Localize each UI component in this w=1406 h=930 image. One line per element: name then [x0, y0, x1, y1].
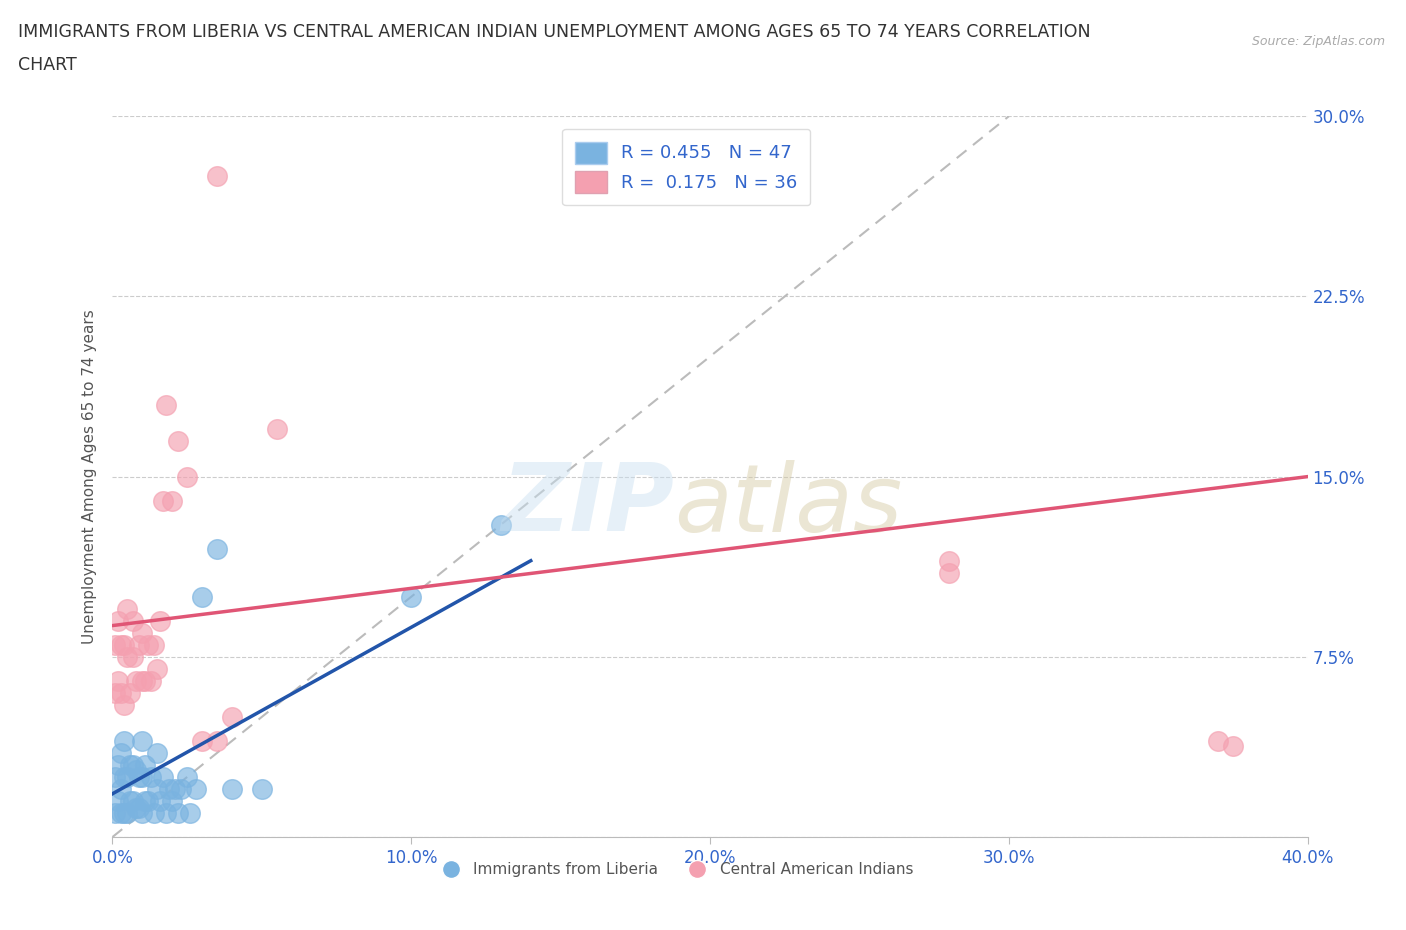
Point	[110, 685, 132, 700]
Point	[117, 602, 139, 617]
Point	[131, 769, 153, 784]
Point	[146, 746, 169, 761]
Point	[114, 637, 135, 652]
Point	[141, 769, 163, 784]
Point	[401, 590, 423, 604]
Point	[122, 757, 145, 772]
Point	[162, 493, 183, 508]
Point	[104, 637, 127, 652]
Point	[167, 433, 190, 448]
Point	[131, 673, 153, 688]
Point	[186, 781, 208, 796]
Point	[122, 614, 145, 629]
Point	[114, 805, 135, 820]
Point	[250, 781, 273, 796]
Point	[125, 801, 148, 816]
Point	[162, 793, 183, 808]
Point	[149, 793, 172, 808]
Point	[110, 805, 132, 820]
Point	[138, 637, 160, 652]
Point	[131, 734, 153, 749]
Point	[110, 781, 132, 796]
Point	[110, 746, 132, 761]
Point	[104, 805, 127, 820]
Point	[117, 805, 139, 820]
Point	[117, 769, 139, 784]
Point	[205, 734, 228, 749]
Text: atlas: atlas	[675, 460, 903, 551]
Point	[131, 805, 153, 820]
Text: IMMIGRANTS FROM LIBERIA VS CENTRAL AMERICAN INDIAN UNEMPLOYMENT AMONG AGES 65 TO: IMMIGRANTS FROM LIBERIA VS CENTRAL AMERI…	[18, 23, 1091, 41]
Point	[122, 649, 145, 664]
Point	[143, 805, 166, 820]
Point	[125, 763, 148, 777]
Point	[128, 769, 150, 784]
Point	[266, 421, 288, 436]
Point	[176, 469, 198, 484]
Point	[120, 757, 142, 772]
Point	[120, 793, 142, 808]
Point	[152, 769, 174, 784]
Point	[489, 517, 512, 532]
Point	[176, 769, 198, 784]
Point	[107, 757, 129, 772]
Point	[191, 590, 214, 604]
Point	[107, 793, 129, 808]
Point	[134, 793, 156, 808]
Point	[125, 673, 148, 688]
Point	[155, 805, 177, 820]
Point	[114, 734, 135, 749]
Point	[157, 781, 180, 796]
Point	[152, 493, 174, 508]
Point	[107, 673, 129, 688]
Point	[128, 801, 150, 816]
Point	[146, 661, 169, 676]
Point	[110, 637, 132, 652]
Text: CHART: CHART	[18, 56, 77, 73]
Text: Source: ZipAtlas.com: Source: ZipAtlas.com	[1251, 35, 1385, 48]
Point	[114, 698, 135, 712]
Point	[104, 769, 127, 784]
Point	[167, 805, 190, 820]
Point	[134, 673, 156, 688]
Point	[1206, 734, 1229, 749]
Point	[114, 769, 135, 784]
Point	[221, 781, 243, 796]
Point	[131, 625, 153, 640]
Point	[205, 541, 228, 556]
Point	[128, 637, 150, 652]
Point	[165, 781, 187, 796]
Point	[143, 637, 166, 652]
Text: ZIP: ZIP	[502, 459, 675, 551]
Point	[191, 734, 214, 749]
Point	[149, 614, 172, 629]
Point	[117, 649, 139, 664]
Point	[141, 673, 163, 688]
Legend: Immigrants from Liberia, Central American Indians: Immigrants from Liberia, Central America…	[429, 857, 920, 884]
Point	[155, 397, 177, 412]
Point	[120, 685, 142, 700]
Point	[170, 781, 193, 796]
Point	[205, 169, 228, 184]
Point	[138, 793, 160, 808]
Point	[179, 805, 201, 820]
Point	[1222, 738, 1244, 753]
Y-axis label: Unemployment Among Ages 65 to 74 years: Unemployment Among Ages 65 to 74 years	[82, 310, 97, 644]
Point	[146, 781, 169, 796]
Point	[104, 685, 127, 700]
Point	[938, 565, 960, 580]
Point	[134, 757, 156, 772]
Point	[107, 614, 129, 629]
Point	[221, 710, 243, 724]
Point	[122, 793, 145, 808]
Point	[938, 553, 960, 568]
